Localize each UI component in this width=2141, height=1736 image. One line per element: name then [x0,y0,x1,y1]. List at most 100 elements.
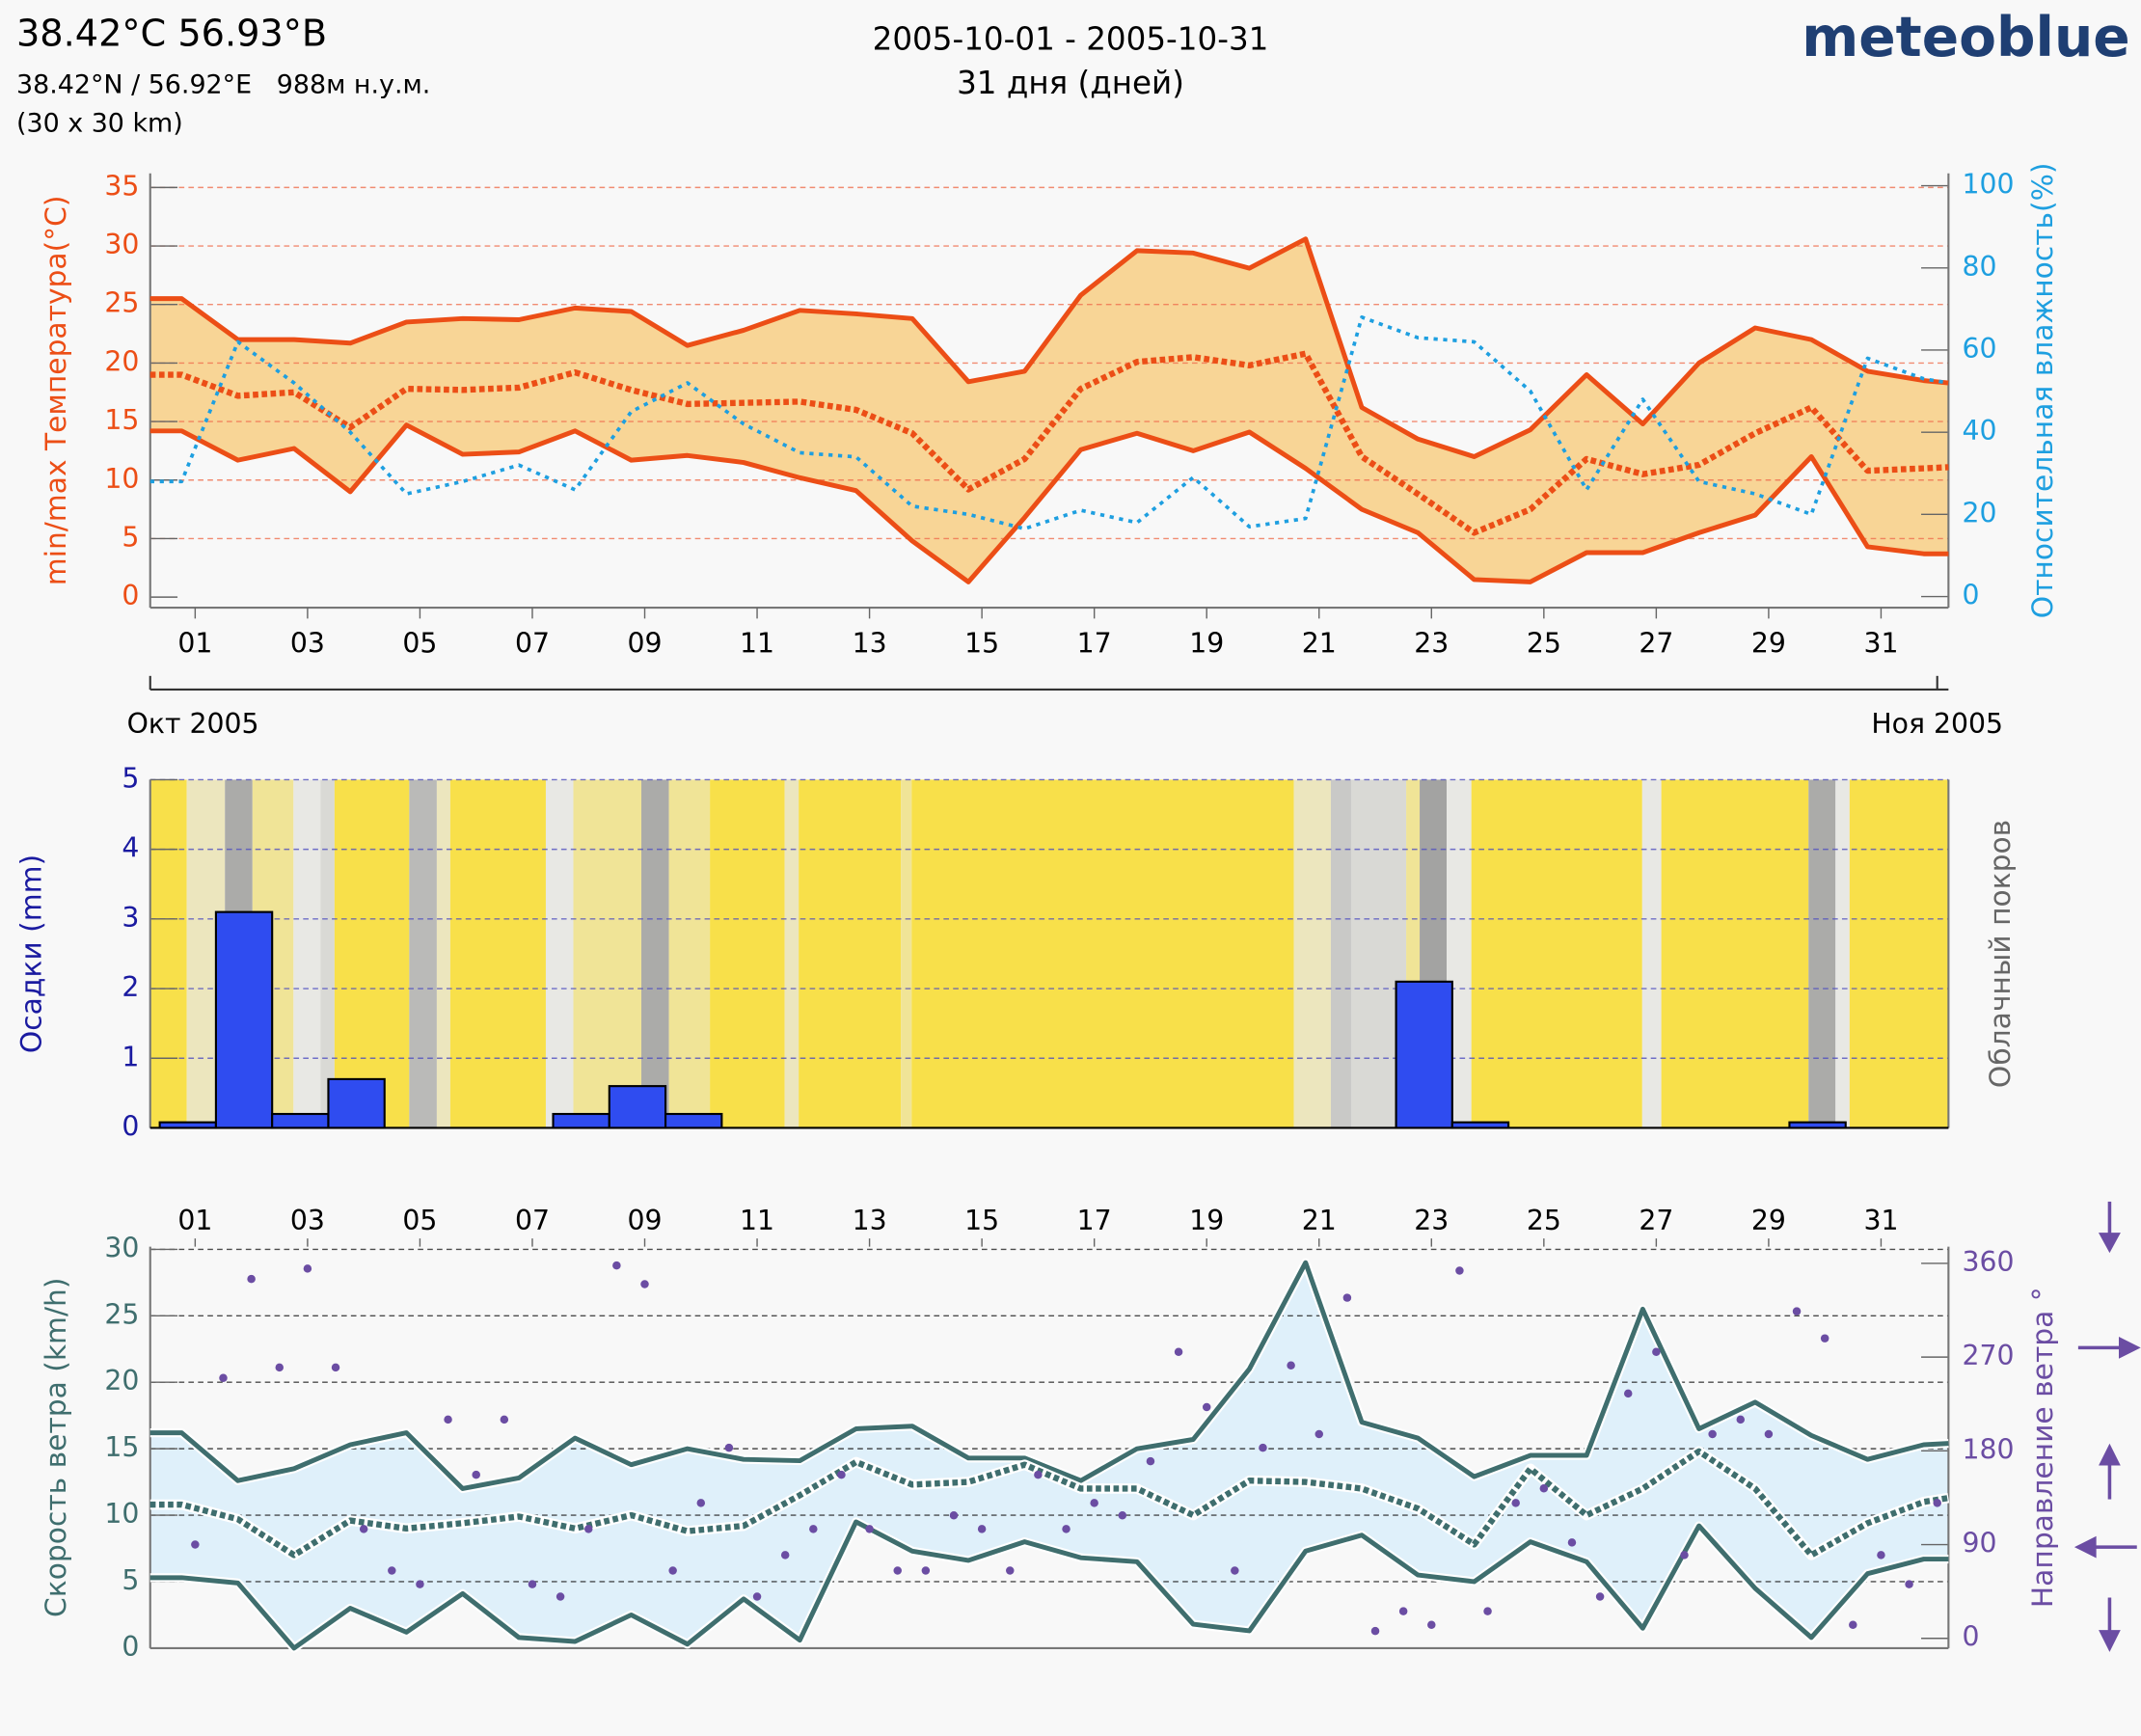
direction-point [1849,1620,1857,1629]
line [149,315,1949,531]
direction-point [1202,1402,1211,1412]
bar [271,1112,330,1129]
y-tick-label: 25 [104,1298,139,1330]
bar [552,1112,610,1129]
logo: meteoblue [1802,6,2129,69]
direction-point [1539,1483,1549,1493]
x-tick-label: 25 [1527,1205,1561,1236]
direction-point [1680,1551,1689,1560]
direction-point [1933,1499,1941,1507]
y-tick-label: 20 [104,1365,139,1397]
y2-tick-label: 0 [1963,580,1980,611]
direction-point [780,1551,790,1560]
direction-point [1146,1456,1155,1466]
x-tick-label: 09 [628,1205,663,1236]
line [149,350,1949,536]
direction-point [949,1511,959,1520]
direction-point [1595,1592,1605,1601]
y2-tick-label: 270 [1963,1340,2015,1371]
direction-point [1259,1443,1267,1452]
y2-tick-label: 180 [1963,1433,2015,1465]
direction-point [1623,1389,1633,1398]
direction-point [1090,1499,1098,1507]
y-tick-label: 10 [104,1498,139,1530]
x-tick-label: 15 [964,1205,999,1236]
direction-point [640,1280,649,1288]
y2-axis-title: Облачный покров [1984,820,2018,1088]
cloud-cover-band [334,779,410,1128]
direction-point [1455,1266,1464,1275]
direction-point [416,1580,424,1588]
y-tick-label: 3 [122,902,139,934]
bar [214,910,274,1129]
direction-point [809,1525,818,1533]
y-tick-label: 0 [122,1631,139,1663]
direction-point [1483,1607,1492,1615]
y2-axis-title: Относительная влажность(%) [2026,163,2060,619]
cloud-cover-band [449,779,546,1128]
bar [1788,1121,1847,1129]
cloud-cover-band [1293,779,1331,1128]
y2-tick-label: 20 [1963,497,1997,529]
direction-point [893,1566,902,1575]
bar [327,1077,386,1129]
line [149,1260,1949,1491]
x-tick-label: 05 [402,1205,437,1236]
y2-tick-label: 90 [1963,1528,1997,1560]
direction-point [528,1580,537,1588]
x-tick-label: 17 [1077,627,1112,659]
x-tick-label: 09 [628,627,663,659]
cloud-cover-band [149,779,187,1128]
x-tick-label: 23 [1414,1205,1449,1236]
x-tick-label: 11 [740,1205,774,1236]
cloud-cover-band [436,779,450,1128]
y2-tick-label: 360 [1963,1246,2015,1278]
direction-point [388,1566,396,1575]
direction-point [1792,1307,1802,1316]
x-tick-label: 31 [1863,627,1898,659]
line [149,1519,1949,1651]
direction-point [303,1264,312,1273]
x-tick-label: 19 [1189,627,1224,659]
bar [664,1112,723,1129]
y-tick-label: 25 [104,287,139,319]
cloud-cover-band [911,779,1294,1128]
cloud-cover-band [293,779,321,1128]
x-tick-label: 21 [1302,1205,1337,1236]
direction-point [1174,1347,1183,1356]
bar [608,1085,667,1129]
direction-point [1764,1429,1774,1439]
x-tick-label: 03 [290,1205,325,1236]
cloud-cover-band [668,779,711,1128]
cloud-cover-band [1835,779,1850,1128]
bar [1395,980,1453,1129]
y2-tick-label: 0 [1963,1621,1980,1653]
direction-point [583,1525,593,1533]
cloud-cover-band [799,779,902,1128]
direction-point [1006,1566,1015,1575]
direction-point [1820,1334,1829,1343]
y-tick-label: 30 [104,229,139,260]
y2-tick-label: 40 [1963,415,1997,447]
direction-point [865,1525,874,1533]
line [149,236,1949,459]
y-tick-label: 4 [122,832,139,864]
y-tick-label: 5 [122,762,139,794]
cloud-cover-band [1808,779,1836,1128]
y-tick-label: 30 [104,1232,139,1263]
y-tick-label: 2 [122,971,139,1003]
direction-point [359,1525,368,1533]
direction-point [1427,1620,1436,1629]
direction-point [752,1592,762,1601]
y2-tick-label: 80 [1963,251,1997,283]
location-title: 38.42°C 56.93°B [16,13,327,55]
cloud-cover-band [1661,779,1809,1128]
y-tick-label: 35 [104,170,139,202]
direction-point [556,1592,565,1601]
resolution: (30 x 30 km) [16,108,183,138]
direction-point [331,1363,340,1372]
x-tick-label: 21 [1302,627,1337,659]
